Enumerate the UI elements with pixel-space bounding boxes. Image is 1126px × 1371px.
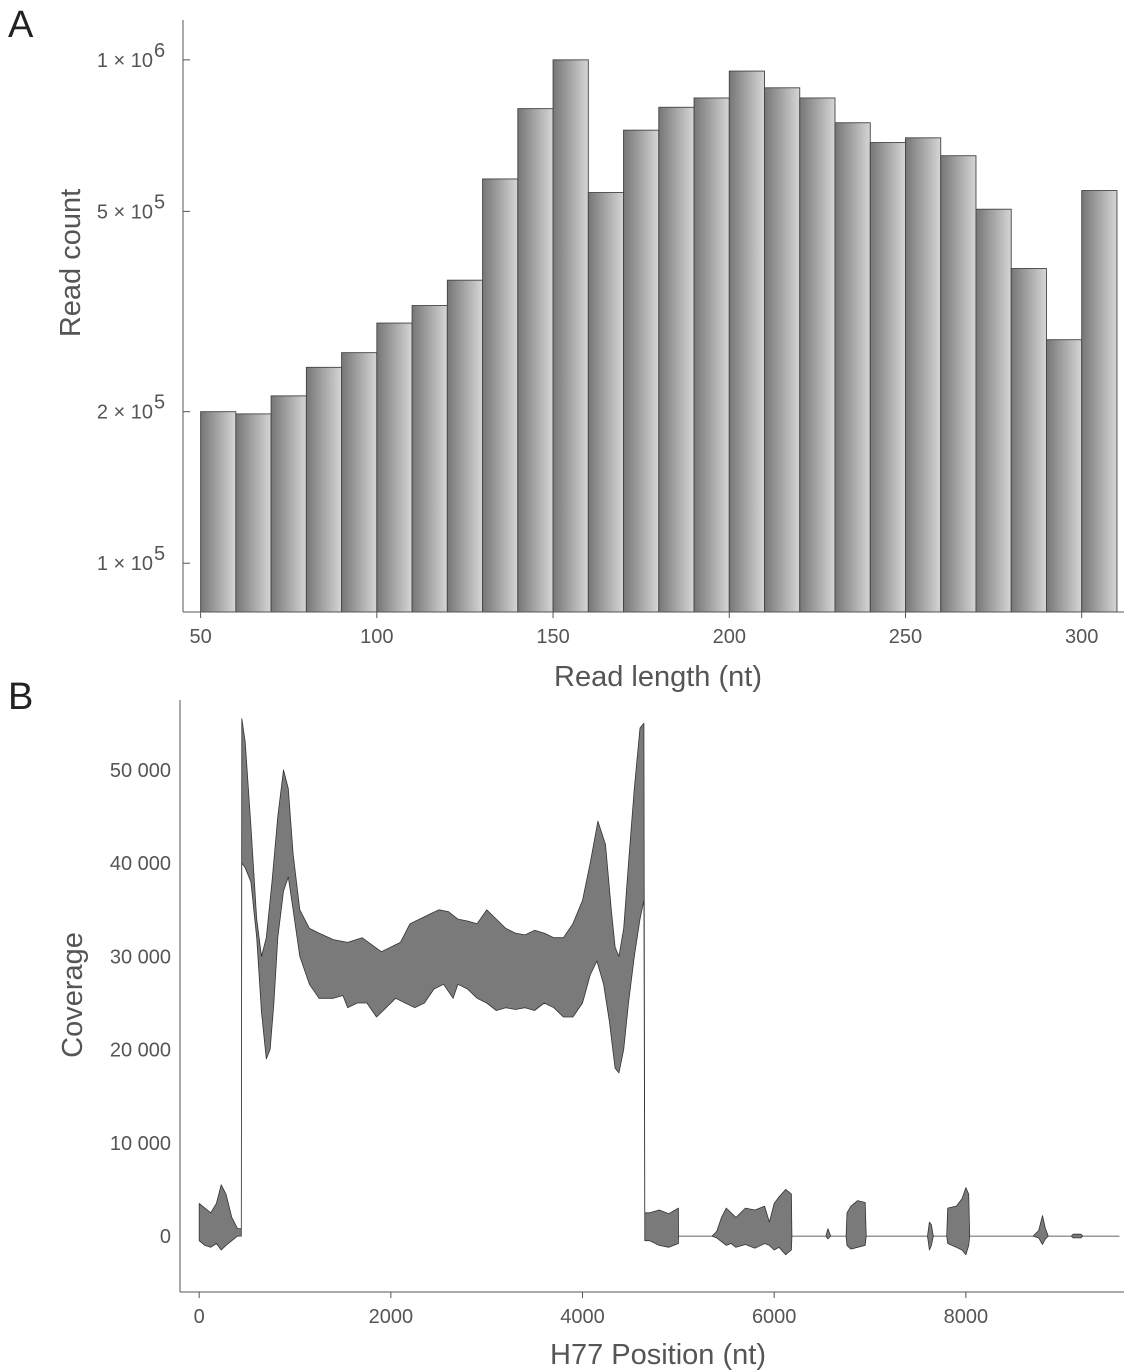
histogram-bar — [728, 70, 765, 613]
y-tick-exponent: 6 — [154, 40, 165, 62]
histogram-bar — [623, 129, 660, 613]
x-tick-label: 300 — [1065, 626, 1098, 648]
x-axis-ticks: 50 100 150 200 250 300 — [189, 612, 1098, 648]
y-tick-label: 1 × 10 — [97, 553, 153, 575]
histogram-bar — [235, 413, 272, 613]
histogram-bar — [764, 87, 801, 613]
coverage-area — [198, 718, 1120, 1256]
y-tick-label: 40 000 — [110, 853, 171, 875]
histogram-bar — [200, 411, 237, 613]
y-axis-title: Read count — [55, 189, 87, 337]
coverage-plot: 0 10 000 20 000 30 000 40 000 50 000 0 2000 400… — [57, 700, 1124, 1371]
histogram-bar — [552, 59, 589, 613]
x-tick-label: 0 — [194, 1306, 205, 1328]
y-tick-label: 0 — [160, 1226, 171, 1248]
y-tick-label: 30 000 — [110, 946, 171, 968]
x-tick-label: 200 — [713, 626, 746, 648]
read-length-histogram: 1 × 10 52 × 10 55 × 10 51 × 10 6 50 100 150 200… — [55, 20, 1124, 693]
histogram-bar — [376, 322, 413, 613]
y-tick-label: 1 × 10 — [97, 50, 153, 72]
y-tick-label: 5 × 10 — [97, 201, 153, 223]
histogram-bar — [1046, 339, 1083, 613]
histogram-bar — [270, 395, 307, 613]
y-tick-label: 50 000 — [110, 760, 171, 782]
histogram-bar — [834, 122, 871, 613]
x-axis-ticks: 0 2000 4000 6000 8000 — [194, 1292, 989, 1328]
x-axis-title: H77 Position (nt) — [550, 1339, 766, 1371]
x-tick-label: 150 — [536, 626, 569, 648]
histogram-bar — [517, 108, 554, 613]
y-tick-label: 10 000 — [110, 1133, 171, 1155]
histogram-bar — [693, 97, 730, 613]
histogram-bar — [587, 192, 624, 613]
x-tick-label: 6000 — [752, 1306, 797, 1328]
y-tick-label: 20 000 — [110, 1040, 171, 1062]
histogram-bar — [411, 305, 448, 613]
histogram-bar — [305, 366, 343, 613]
panel-label-b: B — [8, 676, 34, 718]
y-axis-ticks: 1 × 10 52 × 10 55 × 10 51 × 10 6 — [97, 40, 190, 575]
x-tick-label: 4000 — [560, 1306, 605, 1328]
histogram-bar — [446, 279, 484, 613]
x-tick-label: 2000 — [369, 1306, 414, 1328]
histogram-bar — [799, 97, 836, 613]
histogram-bar — [1010, 268, 1047, 613]
y-axis-title: Coverage — [57, 932, 89, 1058]
histogram-bars — [200, 59, 1118, 613]
histogram-bar — [1081, 190, 1118, 613]
histogram-bar — [869, 142, 906, 613]
histogram-bar — [341, 352, 378, 613]
histogram-bar — [658, 106, 695, 613]
y-tick-exponent: 5 — [154, 543, 165, 565]
x-tick-label: 250 — [889, 626, 922, 648]
x-tick-label: 100 — [360, 626, 393, 648]
y-tick-label: 2 × 10 — [97, 402, 153, 424]
x-axis-title: Read length (nt) — [554, 661, 762, 693]
y-axis-ticks: 0 10 000 20 000 30 000 40 000 50 000 — [110, 760, 171, 1248]
histogram-bar — [482, 178, 519, 613]
histogram-bar — [940, 155, 977, 613]
histogram-bar — [975, 208, 1012, 613]
panel-label-a: A — [8, 4, 34, 46]
x-tick-label: 8000 — [944, 1306, 989, 1328]
y-tick-exponent: 5 — [154, 392, 165, 414]
histogram-bar — [905, 137, 942, 613]
x-tick-label: 50 — [189, 626, 211, 648]
y-tick-exponent: 5 — [154, 191, 165, 213]
